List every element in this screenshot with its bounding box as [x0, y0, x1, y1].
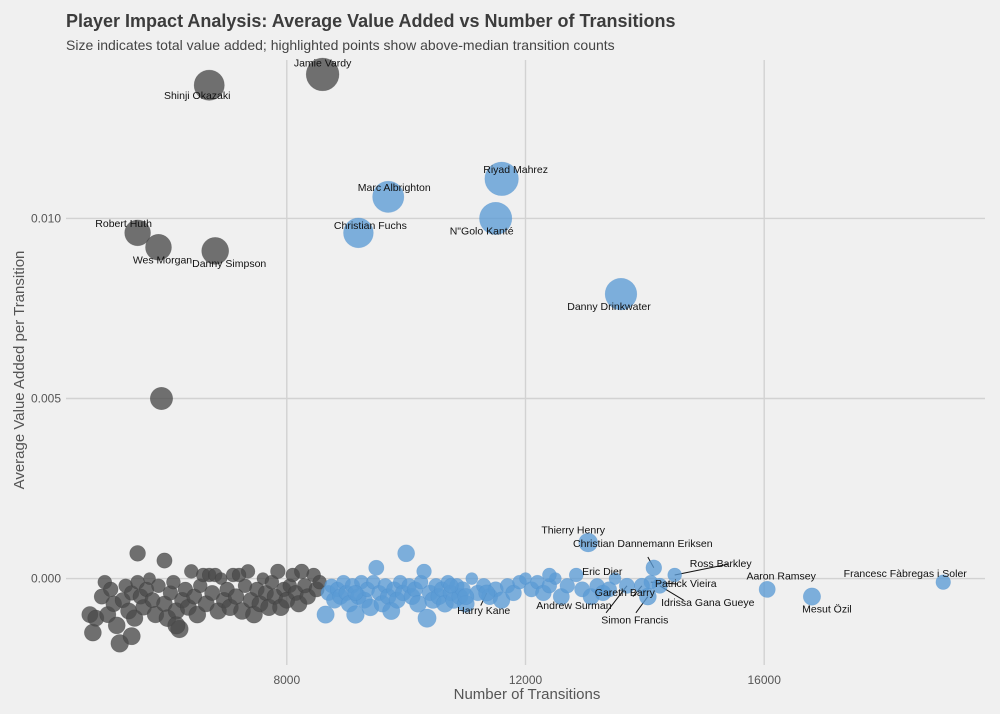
data-point	[372, 180, 405, 213]
leader-line	[674, 563, 729, 576]
data-point	[802, 587, 821, 606]
x-axis-label: Number of Transitions	[454, 686, 601, 703]
data-point	[125, 609, 144, 627]
data-point	[143, 572, 156, 585]
data-point	[568, 567, 584, 583]
data-point	[151, 578, 166, 594]
data-point	[316, 605, 335, 624]
y-axis-label: Average Value Added per Transition	[11, 251, 28, 490]
point-label: Robert Huth	[95, 218, 152, 230]
x-tick-label: 16000	[748, 673, 782, 687]
y-tick-label: 0.000	[31, 572, 61, 586]
data-point	[124, 219, 151, 247]
point-label: Francesc Fàbregas i Soler	[844, 568, 968, 580]
data-point	[347, 585, 364, 601]
data-point	[270, 563, 286, 580]
point-label: N"Golo Kanté	[450, 225, 514, 237]
point-label: Harry Kane	[457, 605, 510, 617]
data-point	[166, 574, 181, 590]
axis-ticks: 8000 12000 16000 0.000 0.005 0.010	[31, 211, 781, 687]
data-point	[346, 605, 365, 624]
data-point	[465, 572, 479, 585]
data-point	[578, 532, 598, 553]
point-label: Eric Dier	[582, 566, 623, 578]
data-point	[103, 581, 119, 598]
data-point	[122, 627, 141, 646]
data-point	[443, 578, 459, 594]
point-label: Riyad Mahrez	[483, 164, 548, 176]
point-label: Ross Barkley	[690, 558, 753, 570]
point-label: Mesut Özil	[802, 604, 852, 616]
x-tick-label: 12000	[509, 673, 543, 687]
point-label: Thierry Henry	[541, 525, 605, 537]
data-point	[204, 585, 221, 601]
data-point	[604, 277, 638, 311]
point-label: Shinji Okazaki	[164, 90, 231, 102]
scatter-points	[81, 57, 951, 653]
point-label: Danny Simpson	[192, 258, 266, 270]
y-tick-label: 0.010	[31, 211, 61, 225]
data-point	[651, 577, 668, 594]
data-point	[478, 584, 496, 602]
point-label: Aaron Ramsey	[746, 570, 816, 582]
data-point	[84, 623, 102, 642]
data-point	[619, 577, 635, 594]
data-point	[639, 587, 657, 606]
data-point	[107, 616, 126, 635]
data-point	[608, 572, 622, 585]
data-point	[167, 616, 186, 635]
data-point	[416, 563, 432, 580]
data-point	[397, 544, 415, 563]
point-label: Simon Francis	[601, 615, 668, 627]
data-point	[667, 567, 682, 583]
point-label: Jamie Vardy	[294, 57, 352, 69]
data-point	[758, 580, 776, 598]
data-point	[231, 567, 247, 583]
chart-title: Player Impact Analysis: Average Value Ad…	[66, 11, 676, 31]
y-tick-label: 0.005	[31, 392, 61, 406]
data-point	[193, 69, 225, 101]
data-point	[935, 574, 951, 590]
chart-subtitle: Size indicates total value added; highli…	[66, 37, 615, 53]
data-point	[145, 233, 172, 261]
data-point	[645, 559, 663, 576]
data-point	[601, 581, 617, 598]
data-point	[201, 237, 229, 265]
data-point	[156, 552, 173, 569]
data-point	[493, 591, 511, 609]
data-point	[542, 567, 557, 583]
data-point	[149, 387, 173, 411]
point-label: Andrew Surman	[536, 600, 611, 612]
point-label: Wes Morgan	[133, 254, 192, 266]
point-label: Gareth Barry	[595, 587, 656, 599]
data-point	[129, 545, 146, 562]
point-labels: Jamie Vardy Shinji Okazaki Robert Huth Wes …	[95, 57, 967, 626]
data-point	[484, 161, 519, 196]
point-label: Christian Fuchs	[334, 220, 407, 232]
data-point	[368, 559, 385, 576]
point-label: Christian Dannemann Eriksen	[573, 538, 713, 550]
data-point	[457, 588, 475, 606]
x-tick-label: 8000	[273, 673, 300, 687]
data-point	[417, 608, 437, 628]
data-point	[305, 57, 340, 92]
data-point	[343, 217, 374, 249]
point-label: Danny Drinkwater	[567, 301, 651, 313]
point-label: Idrissa Gana Gueye	[661, 597, 755, 609]
point-label: Patrick Vieira	[655, 578, 717, 590]
data-point	[479, 201, 513, 235]
data-point	[559, 578, 575, 594]
point-label: Marc Albrighton	[358, 182, 431, 194]
